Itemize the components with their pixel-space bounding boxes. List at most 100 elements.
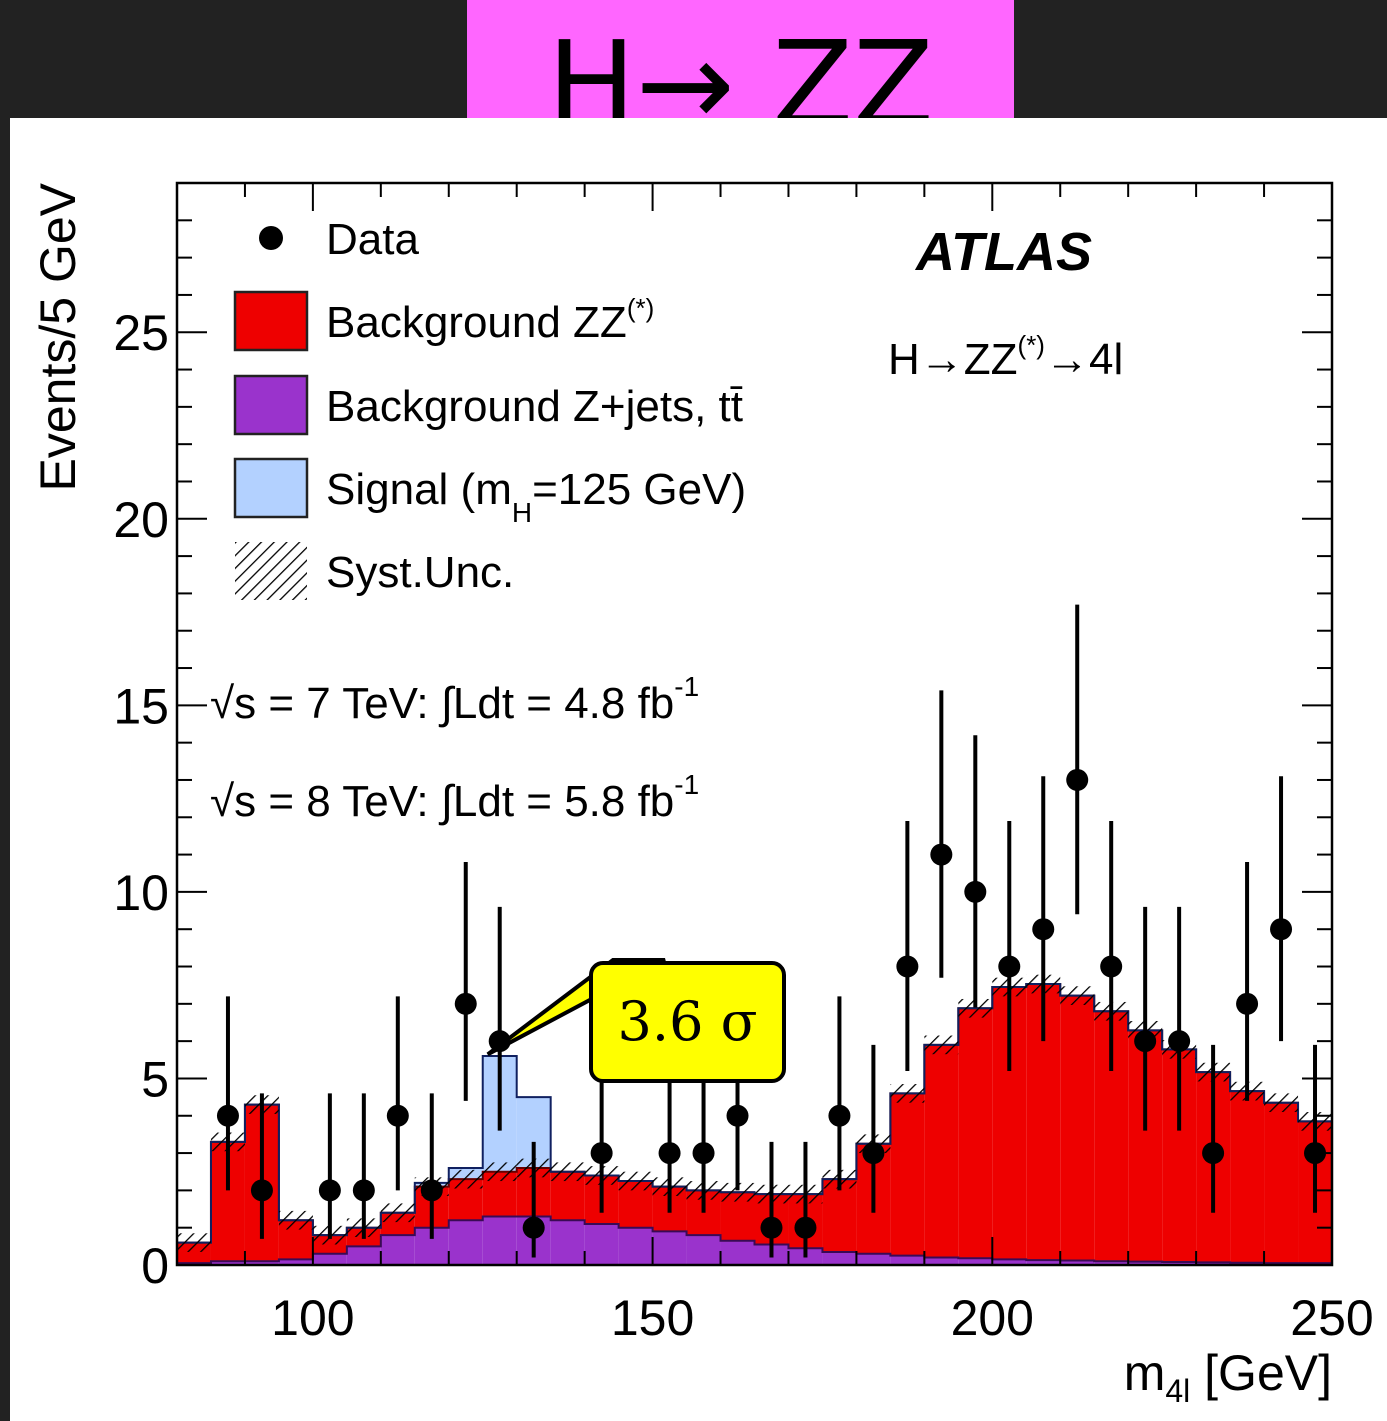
y-tick-label: 0 bbox=[141, 1238, 169, 1294]
bar-zjets bbox=[1060, 1260, 1095, 1265]
x-tick-label: 100 bbox=[271, 1290, 354, 1346]
data-point bbox=[896, 955, 919, 978]
syst-band bbox=[924, 1035, 959, 1055]
bar-zjets bbox=[720, 1240, 755, 1265]
data-point bbox=[522, 1216, 545, 1239]
bar-zjets bbox=[1094, 1261, 1129, 1265]
bar-zjets bbox=[278, 1259, 313, 1265]
axis-ticks bbox=[176, 182, 1333, 1266]
bar-zjets bbox=[550, 1220, 585, 1265]
legend-syst-swatch bbox=[235, 542, 307, 600]
lumi-label: √s = 8 TeV: ∫Ldt = 5.8 fb-1 bbox=[210, 769, 699, 826]
data-point bbox=[1032, 918, 1055, 941]
data-point bbox=[1236, 992, 1259, 1015]
data-point bbox=[828, 1104, 851, 1127]
annotations: Events/5 GeV m4l [GeV] ATLAS H→ZZ(*)→4l √s =… bbox=[30, 182, 1332, 1409]
bar-zjets bbox=[822, 1251, 857, 1265]
data-point bbox=[1100, 955, 1123, 978]
data-point bbox=[216, 1104, 239, 1127]
syst-band bbox=[1264, 1093, 1299, 1113]
x-tick-label: 200 bbox=[951, 1290, 1034, 1346]
bar-zjets bbox=[856, 1253, 891, 1265]
bar-zz bbox=[958, 1008, 993, 1259]
data-point bbox=[250, 1179, 273, 1202]
bar-zjets bbox=[584, 1223, 619, 1265]
bar-zjets bbox=[1026, 1260, 1061, 1265]
data-point bbox=[726, 1104, 749, 1127]
data-point bbox=[386, 1104, 409, 1127]
plot-frame bbox=[175, 181, 1334, 1267]
data-point bbox=[1304, 1142, 1327, 1165]
legend: Data Background ZZ(*) Background Z+jets, t… bbox=[233, 215, 746, 600]
bar-zjets bbox=[380, 1235, 415, 1265]
bar-zjets bbox=[618, 1227, 653, 1265]
bar-zz bbox=[1060, 995, 1095, 1261]
bar-zjets bbox=[686, 1235, 721, 1265]
data-point bbox=[352, 1179, 375, 1202]
legend-label: Data bbox=[326, 215, 419, 264]
plot-border bbox=[175, 181, 1334, 1267]
bar-zjets bbox=[1128, 1261, 1163, 1265]
data-point bbox=[862, 1142, 885, 1165]
bar-zjets bbox=[652, 1231, 687, 1265]
bar-zjets bbox=[992, 1259, 1027, 1265]
data-point bbox=[692, 1142, 715, 1165]
x-tick-label: 250 bbox=[1290, 1290, 1373, 1346]
bar-zz bbox=[1264, 1102, 1299, 1264]
syst-band bbox=[448, 1169, 483, 1189]
legend-label: Background ZZ(*) bbox=[326, 293, 654, 347]
bar-zjets bbox=[1162, 1262, 1197, 1265]
legend-label: Signal (mH=125 GeV) bbox=[326, 465, 746, 528]
syst-band bbox=[720, 1182, 755, 1202]
data-point bbox=[454, 992, 477, 1015]
data-point bbox=[1168, 1030, 1191, 1053]
legend-label: Background Z+jets, tt̄ bbox=[326, 382, 743, 431]
histogram-plot: 100 150 200 250 0 5 10 15 20 25 Data Background ZZ… bbox=[30, 181, 1374, 1409]
experiment-label: ATLAS bbox=[914, 222, 1092, 282]
data-point bbox=[1270, 918, 1293, 941]
x-tick-label: 150 bbox=[611, 1290, 694, 1346]
y-tick-label: 5 bbox=[141, 1051, 169, 1107]
bar-zjets bbox=[210, 1261, 245, 1265]
lumi-label: √s = 7 TeV: ∫Ldt = 4.8 fb-1 bbox=[210, 671, 699, 728]
y-tick-label: 15 bbox=[113, 678, 169, 734]
bar-zz bbox=[924, 1044, 959, 1258]
data-point bbox=[964, 880, 987, 903]
bar-zz bbox=[822, 1179, 857, 1252]
bar-zjets bbox=[924, 1257, 959, 1265]
syst-band bbox=[890, 1084, 925, 1103]
syst-band bbox=[618, 1171, 653, 1191]
data-point bbox=[1202, 1142, 1225, 1165]
legend-swatch-signal bbox=[233, 457, 309, 519]
significance-callout: 3.6 σ bbox=[589, 961, 786, 1083]
process-label: H→ZZ(*)→4l bbox=[888, 330, 1123, 384]
callout-pointer bbox=[486, 958, 666, 1057]
syst-band bbox=[1060, 986, 1095, 1005]
data-point bbox=[1134, 1030, 1157, 1053]
data-point bbox=[998, 955, 1021, 978]
x-axis-title: m4l [GeV] bbox=[1124, 1345, 1332, 1409]
bar-zjets bbox=[244, 1261, 279, 1265]
syst-band bbox=[958, 998, 993, 1018]
bar-zjets bbox=[312, 1253, 347, 1265]
data-point bbox=[794, 1216, 817, 1239]
bar-zz bbox=[890, 1093, 925, 1256]
legend-swatch-zjets bbox=[233, 374, 309, 436]
bar-zz bbox=[1230, 1091, 1265, 1263]
syst-band bbox=[550, 1162, 585, 1182]
y-tick-label: 10 bbox=[113, 865, 169, 921]
syst-band bbox=[380, 1203, 415, 1223]
y-tick-label: 20 bbox=[113, 492, 169, 548]
bar-zjets bbox=[1196, 1262, 1231, 1265]
data-point bbox=[318, 1179, 341, 1202]
legend-data-marker bbox=[259, 226, 283, 250]
data-point bbox=[658, 1142, 681, 1165]
syst-band bbox=[278, 1210, 313, 1230]
bar-zjets bbox=[958, 1258, 993, 1265]
bar-zjets bbox=[482, 1216, 517, 1265]
tick-labels: 100 150 200 250 0 5 10 15 20 25 bbox=[113, 305, 1373, 1346]
data-point bbox=[420, 1179, 443, 1202]
legend-swatch-zz bbox=[233, 290, 309, 352]
y-axis-title: Events/5 GeV bbox=[30, 182, 86, 491]
bar-zjets bbox=[448, 1220, 483, 1265]
